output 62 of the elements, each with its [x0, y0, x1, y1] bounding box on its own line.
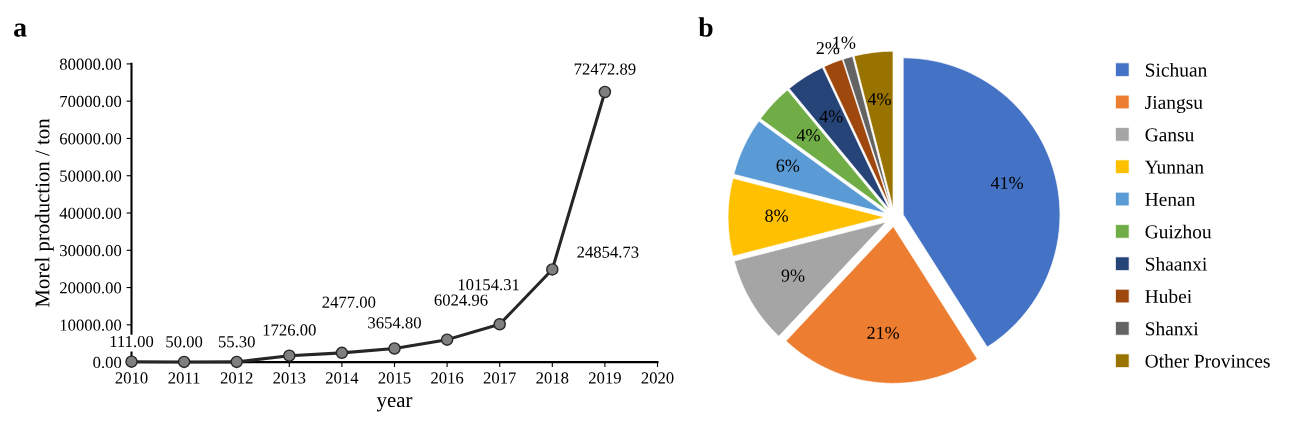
- x-tick-label: 2018: [536, 372, 569, 384]
- point: [177, 355, 191, 369]
- data-label: 6%: [776, 159, 800, 172]
- x-tick-label: 2016: [431, 372, 464, 384]
- y-tick-label: 0.00: [93, 356, 122, 369]
- data-label: 41%: [990, 176, 1024, 190]
- data-label: 4%: [819, 110, 843, 123]
- data-label: 10154.31: [458, 279, 519, 291]
- y-tick-label: 10000.00: [60, 319, 122, 331]
- legend-label: Henan: [1145, 193, 1196, 207]
- data-label: 9%: [781, 269, 805, 282]
- data-label: 72472.89: [574, 63, 636, 75]
- x-tick-label: 2011: [168, 372, 200, 384]
- legend-label: Other Provinces: [1145, 354, 1270, 368]
- data-label: 3654.80: [368, 317, 421, 329]
- data-label: 1726.00: [263, 324, 316, 336]
- data-label: 2477.00: [322, 296, 376, 308]
- legend-label: Yunnan: [1144, 160, 1204, 174]
- y-tick-label: 80000.00: [59, 58, 122, 70]
- data-label: 111.00: [110, 335, 154, 348]
- point: [546, 263, 559, 276]
- y-tick-label: 20000.00: [60, 282, 122, 294]
- x-tick-label: 2019: [588, 372, 621, 384]
- chart-title: b: [698, 17, 713, 37]
- x-tick-label: 2010: [115, 372, 148, 384]
- y-tick-label: 50000.00: [60, 170, 122, 182]
- point: [598, 85, 612, 99]
- y-tick-label: 60000.00: [59, 133, 122, 145]
- x-tick-label: 2012: [220, 372, 253, 384]
- x-tick-label: 2020: [641, 372, 674, 384]
- legend-label: Shanxi: [1145, 321, 1199, 336]
- data-label: 6024.96: [434, 294, 488, 306]
- x-axis-title: year: [376, 397, 413, 412]
- y-tick-label: 40000.00: [59, 207, 122, 220]
- point: [125, 355, 138, 368]
- data-label: 4%: [867, 92, 891, 106]
- legend-label: Jiangsu: [1145, 95, 1203, 113]
- legend-label: Sichuan: [1145, 62, 1208, 77]
- x-tick-label: 2017: [483, 372, 516, 384]
- point: [230, 355, 243, 369]
- y-tick-label: 30000.00: [60, 244, 122, 257]
- data-label: 50.00: [166, 336, 203, 348]
- data-label: 21%: [867, 326, 900, 339]
- x-tick-label: 2014: [325, 372, 359, 384]
- x-tick-label: 2013: [273, 372, 306, 384]
- x-tick-label: 2015: [378, 372, 411, 384]
- legend-label: Shaanxi: [1145, 257, 1207, 271]
- point: [335, 346, 349, 360]
- data-label: 24854.73: [577, 246, 639, 258]
- chart-title: a: [14, 23, 27, 37]
- legend-label: Hubei: [1145, 289, 1192, 304]
- data-label: 8%: [765, 209, 789, 222]
- point: [388, 342, 401, 355]
- y-axis-title: Morel production / ton: [34, 118, 54, 308]
- point: [283, 349, 296, 362]
- legend-label: Guizhou: [1145, 224, 1212, 239]
- data-label: 4%: [796, 129, 820, 142]
- data-label: 55.30: [218, 336, 255, 348]
- point: [493, 317, 506, 331]
- y-tick-label: 70000.00: [60, 95, 122, 108]
- point: [440, 333, 454, 346]
- legend-label: Gansu: [1145, 128, 1195, 142]
